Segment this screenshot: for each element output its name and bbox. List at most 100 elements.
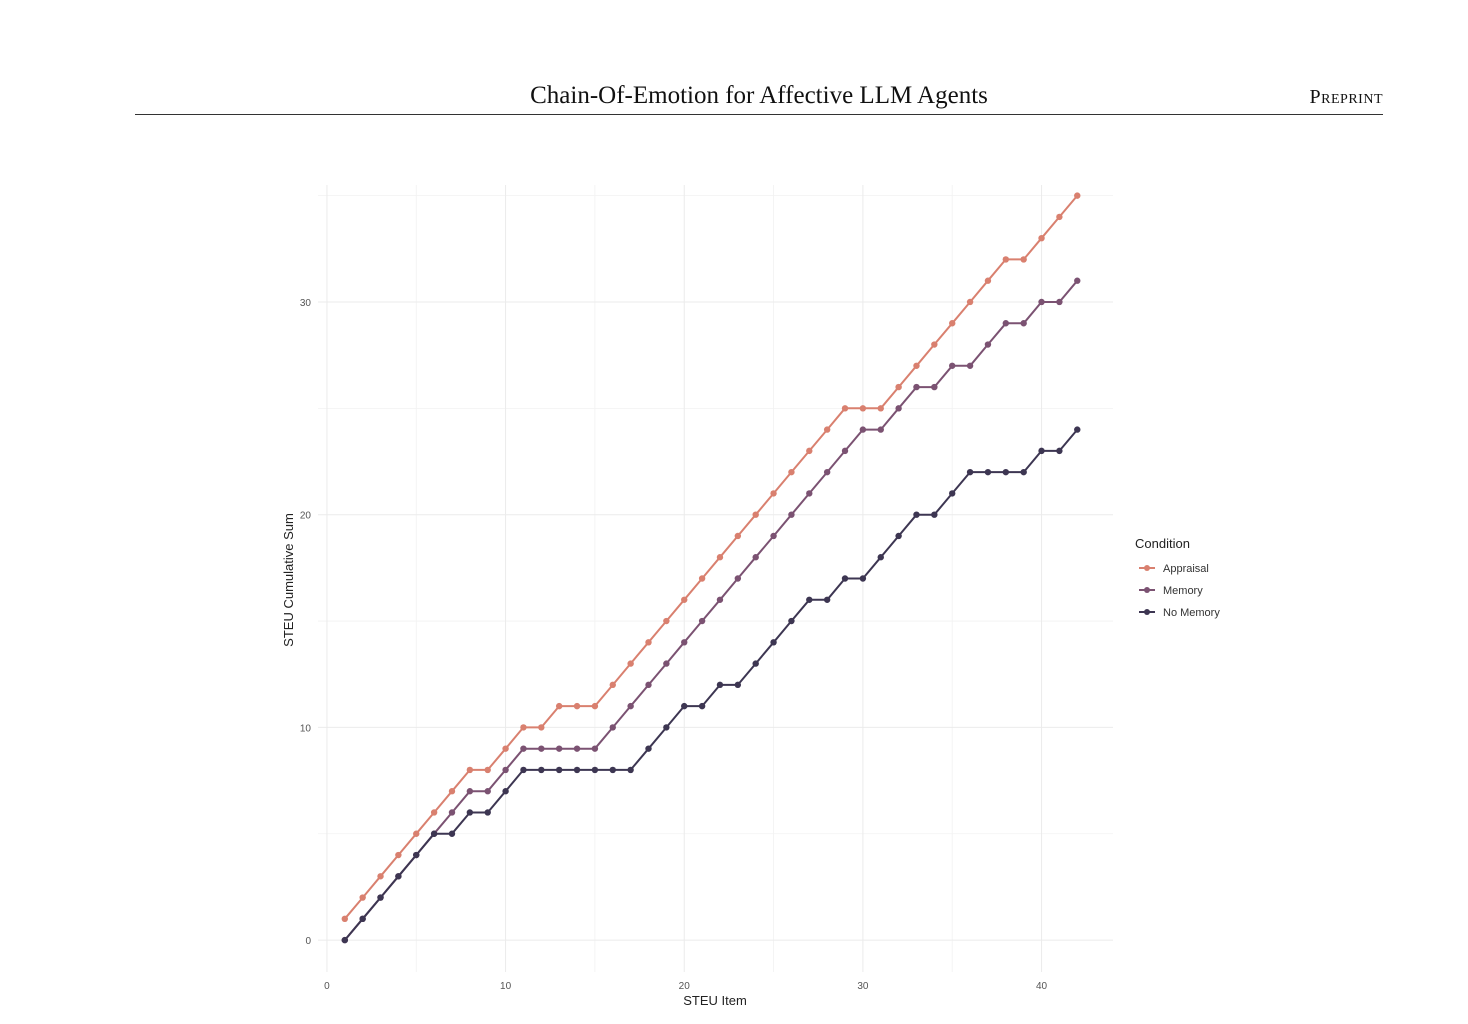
data-point-appraisal [395,851,402,859]
data-point-memory [591,745,599,752]
data-point-no-memory [395,873,402,880]
x-tick-label: 40 [1036,981,1048,992]
data-point-no-memory [341,936,348,944]
page-header: Chain-Of-Emotion for Affective LLM Agent… [135,78,1383,115]
legend-label: Memory [1163,585,1203,597]
data-point-no-memory [913,511,920,518]
data-point-appraisal [734,532,742,540]
data-point-no-memory [681,702,688,710]
legend-key-point [1144,587,1150,593]
series-no-memory [341,426,1081,944]
data-point-memory [484,788,491,795]
y-tick-label: 0 [305,936,311,947]
data-point-memory [984,341,992,348]
data-point-appraisal [931,341,938,348]
data-point-appraisal [859,405,867,412]
data-point-appraisal [466,766,474,774]
data-point-no-memory [1020,468,1027,476]
data-point-appraisal [1074,192,1081,199]
data-point-memory [555,745,563,752]
data-point-appraisal [984,277,992,284]
data-point-no-memory [591,766,599,774]
x-axis-title: STEU Item [683,993,747,1008]
data-point-no-memory [806,596,813,603]
legend-title: Condition [1135,536,1190,551]
data-point-memory [1038,298,1045,306]
series-memory [341,277,1081,944]
preprint-tag: Preprint [1309,86,1383,108]
data-point-appraisal [448,788,456,795]
data-point-memory [520,745,527,752]
data-point-no-memory [1002,468,1010,476]
data-point-appraisal [573,702,581,710]
data-point-appraisal [770,490,777,497]
data-point-memory [573,745,581,752]
data-point-memory [716,596,724,603]
data-point-memory [770,532,777,540]
y-tick-label: 10 [300,723,312,734]
data-point-memory [895,405,902,412]
data-point-appraisal [841,405,849,412]
data-point-no-memory [966,468,974,476]
series-line-memory [344,280,1079,941]
data-point-appraisal [413,830,420,837]
data-point-memory [752,554,759,561]
data-point-memory [448,809,456,816]
data-point-memory [609,724,616,731]
data-point-appraisal [430,809,438,816]
data-point-no-memory [984,468,992,476]
data-point-appraisal [645,639,652,646]
data-point-no-memory [466,809,474,816]
data-point-no-memory [377,894,384,901]
legend-key-point [1144,565,1150,571]
data-point-memory [681,639,688,646]
data-point-appraisal [502,745,509,752]
data-point-memory [966,362,974,369]
x-tick-label: 30 [857,981,869,992]
data-point-appraisal [1056,213,1063,221]
x-tick-label: 0 [324,981,330,992]
y-tick-label: 30 [300,298,312,309]
legend-key-point [1144,609,1150,615]
data-point-appraisal [377,873,384,880]
data-point-appraisal [716,554,724,561]
data-point-memory [823,468,831,476]
legend-label: Appraisal [1163,563,1209,575]
legend-item-no-memory: No Memory [1139,607,1220,619]
data-point-memory [734,575,742,582]
tick-labels: 0 10 20 30 40 0 10 20 30 [300,298,1048,992]
data-point-memory [949,362,956,369]
data-point-memory [627,702,634,710]
data-point-memory [913,383,920,391]
data-point-appraisal [1002,256,1010,263]
legend-item-memory: Memory [1139,585,1203,597]
page-title: Chain-Of-Emotion for Affective LLM Agent… [530,82,988,109]
x-tick-label: 10 [500,981,512,992]
data-point-no-memory [645,745,652,752]
data-point-memory [859,426,867,433]
y-tick-label: 20 [300,511,312,522]
legend: Condition Appraisal Memory No Memory [1135,536,1220,619]
data-point-memory [788,511,795,518]
series-appraisal [341,192,1081,923]
data-point-appraisal [966,298,974,306]
x-tick-label: 20 [679,981,691,992]
data-point-memory [1074,277,1081,284]
y-axis-title: STEU Cumulative Sum [281,513,296,647]
data-point-no-memory [841,575,849,582]
data-point-no-memory [752,660,759,667]
data-point-appraisal [609,681,616,689]
data-point-appraisal [520,724,527,731]
data-point-appraisal [538,724,545,731]
data-point-memory [538,745,545,752]
data-point-no-memory [1056,447,1063,455]
data-point-no-memory [413,851,420,859]
data-point-no-memory [734,681,742,689]
data-point-no-memory [359,915,366,923]
data-point-appraisal [806,447,813,455]
data-point-no-memory [823,596,831,603]
data-point-no-memory [430,830,438,837]
data-point-appraisal [698,575,706,582]
data-point-appraisal [555,702,563,710]
data-point-no-memory [1038,447,1045,455]
